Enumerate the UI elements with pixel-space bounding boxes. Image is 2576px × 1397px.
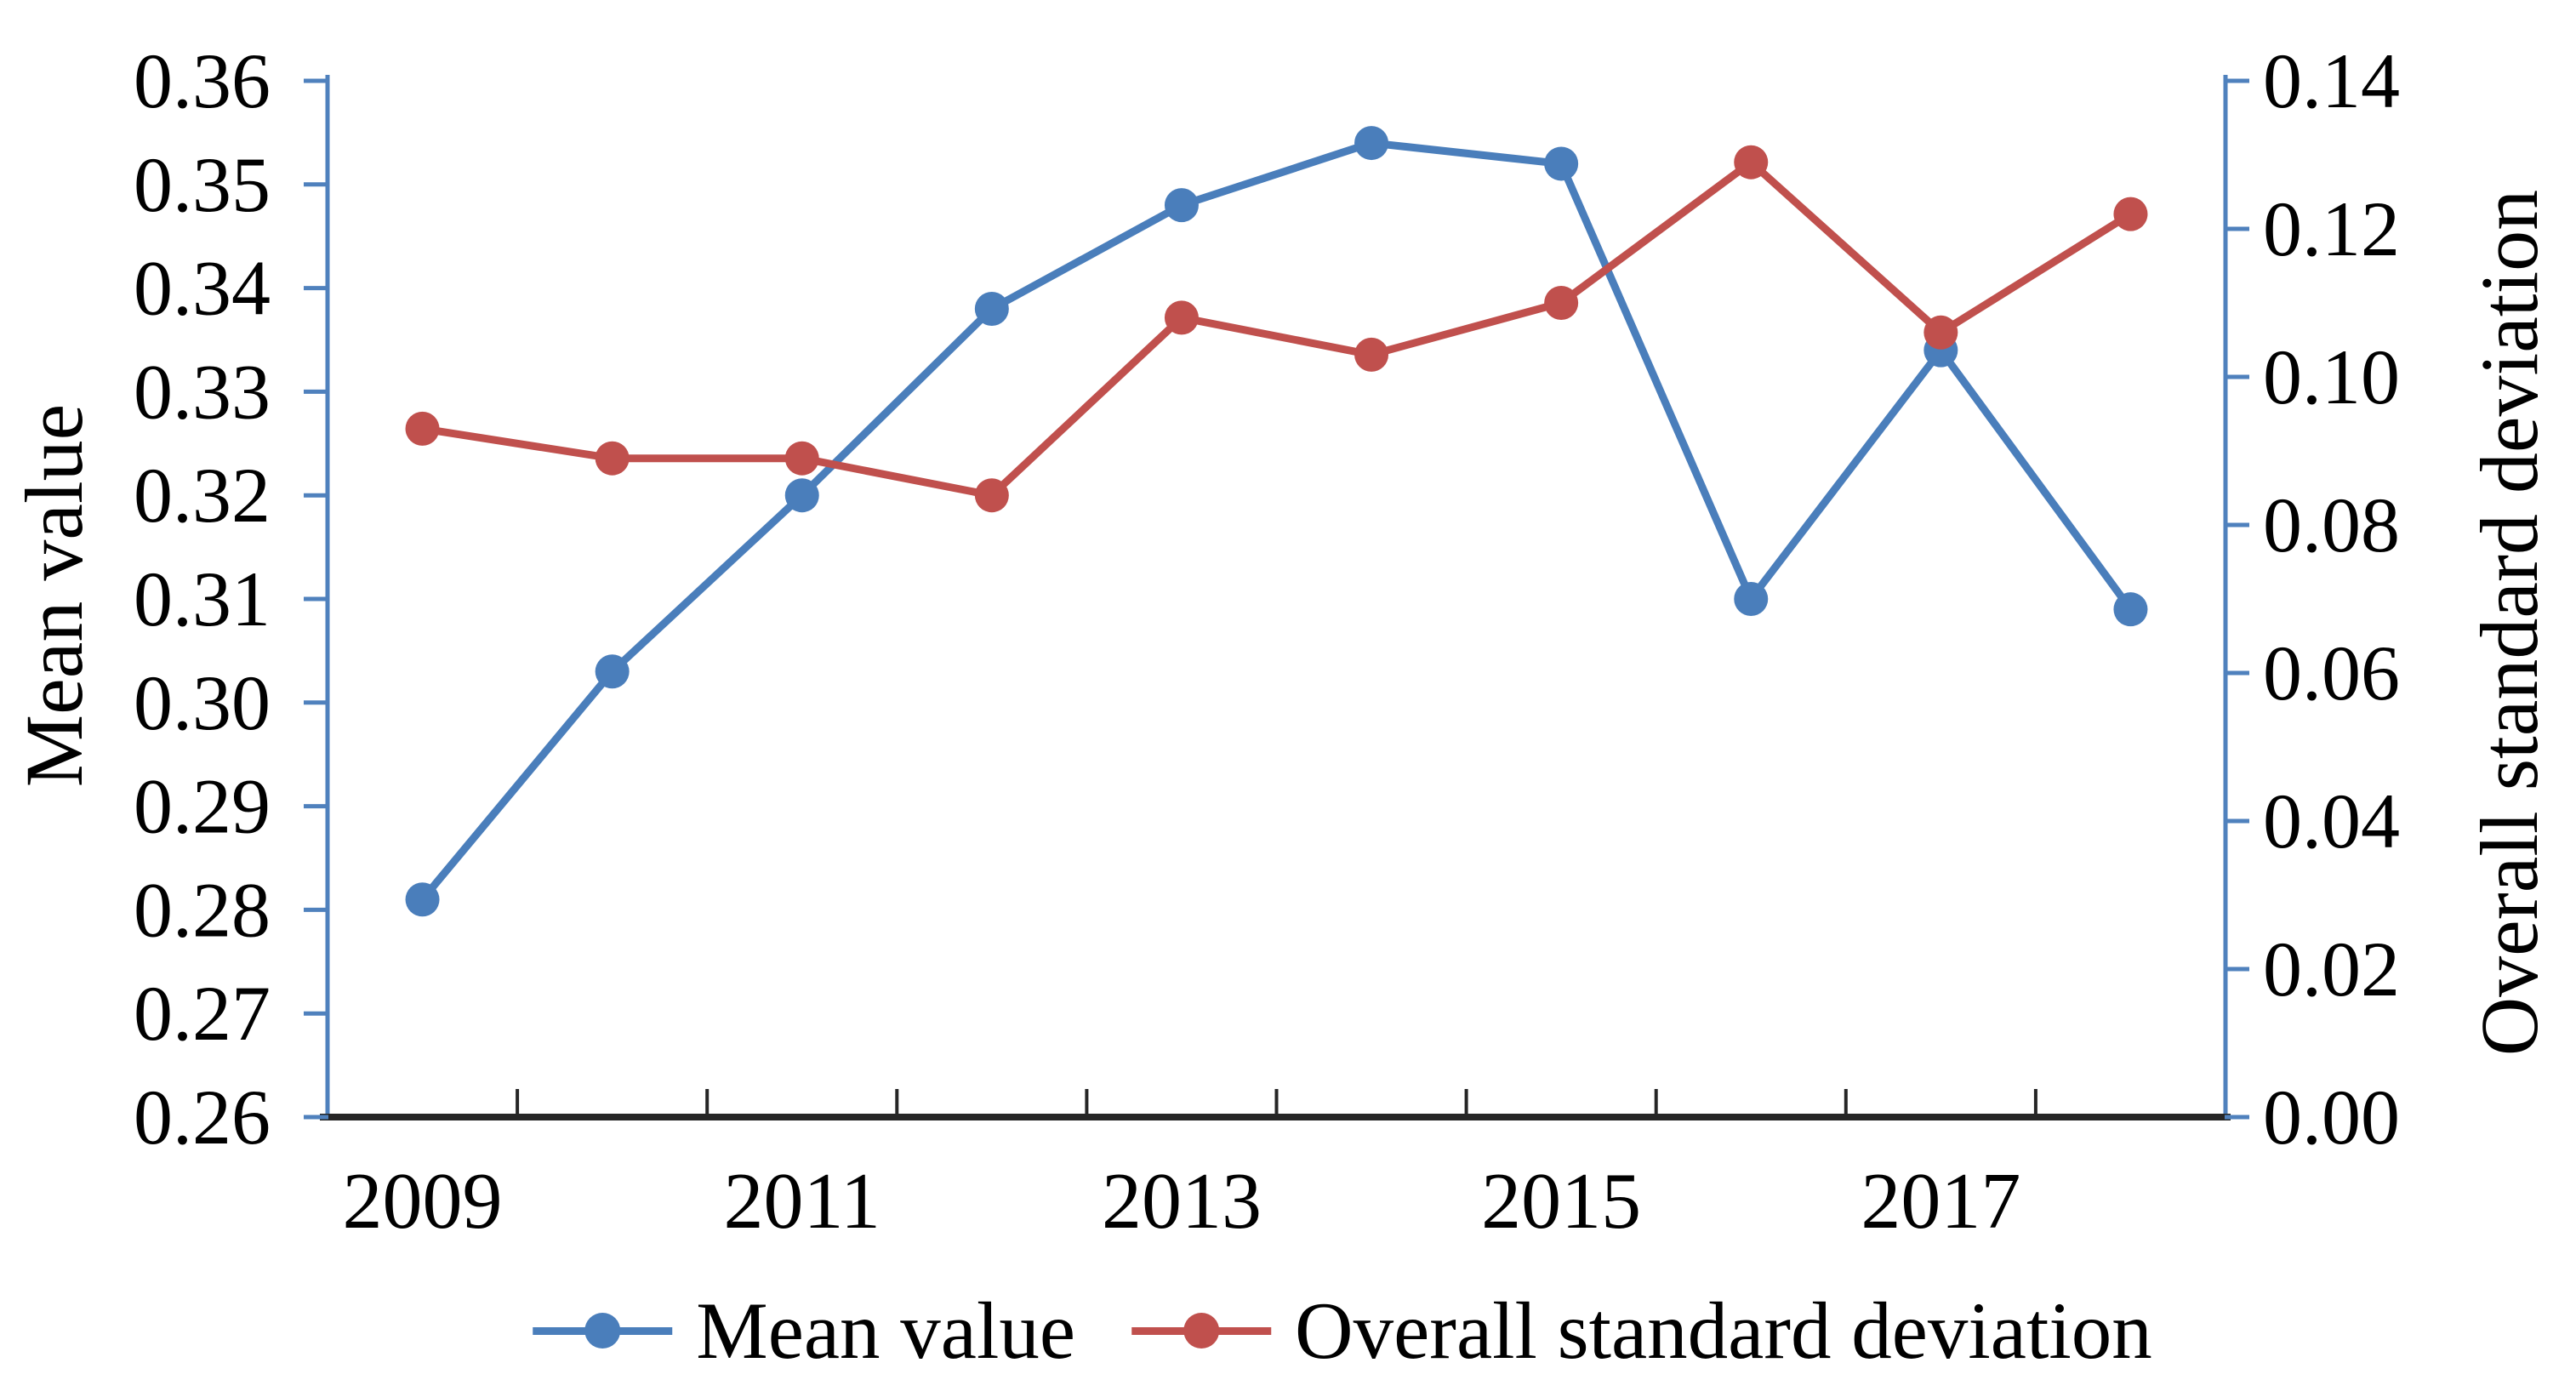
legend-item-overall-standard-deviation: Overall standard deviation [1131,1286,2152,1376]
right-axis-tick-label: 0.06 [2263,630,2400,716]
x-axis-tick-label: 2009 [343,1157,503,1246]
right-axis-tick-label: 0.00 [2263,1074,2400,1160]
data-point-mean-value-2016 [1734,582,1769,616]
data-point-mean-value-2011 [784,478,819,513]
x-axis-tick-label: 2017 [1861,1157,2020,1246]
data-point-overall-standard-deviation-2011 [784,441,819,476]
legend-item-mean-value: Mean value [533,1286,1075,1376]
left-axis-tick-label: 0.33 [134,348,271,435]
left-axis-tick-label: 0.27 [134,970,271,1057]
data-point-overall-standard-deviation-2018 [2113,197,2148,231]
left-axis-tick-label: 0.30 [134,659,271,746]
data-point-overall-standard-deviation-2009 [405,411,440,446]
data-point-mean-value-2012 [974,291,1009,326]
left-axis-tick-label: 0.31 [134,556,271,642]
legend-marker-mean-value [533,1326,673,1335]
right-axis-tick-label: 0.14 [2263,37,2400,124]
data-point-mean-value-2010 [595,654,630,689]
right-axis-tick-label: 0.04 [2263,778,2400,864]
left-axis-tick-label: 0.29 [134,763,271,850]
right-axis-tick-label: 0.02 [2263,926,2400,1012]
legend-marker-overall-standard-deviation [1131,1326,1272,1335]
data-point-overall-standard-deviation-2012 [974,478,1009,513]
left-axis-tick-label: 0.34 [134,245,271,332]
legend-label-overall-standard-deviation: Overall standard deviation [1295,1286,2152,1376]
left-axis-tick-label: 0.36 [134,37,271,124]
data-point-overall-standard-deviation-2010 [595,441,630,476]
right-axis-tick-label: 0.08 [2263,482,2400,568]
right-axis-title: Overall standard deviation [2464,189,2555,1057]
data-point-mean-value-2014 [1354,126,1389,161]
data-point-overall-standard-deviation-2017 [1923,315,1958,350]
x-axis-tick-label: 2015 [1481,1157,1641,1246]
right-axis-tick-label: 0.10 [2263,334,2400,420]
data-point-overall-standard-deviation-2014 [1354,337,1389,372]
left-axis-tick-label: 0.32 [134,452,271,539]
legend: Mean value Overall standard deviation [533,1286,2152,1376]
left-axis-tick-label: 0.28 [134,866,271,953]
data-point-mean-value-2009 [405,882,440,917]
x-axis-tick-label: 2013 [1102,1157,1262,1246]
left-axis-tick-label: 0.35 [134,141,271,228]
data-point-overall-standard-deviation-2016 [1734,145,1769,180]
data-point-mean-value-2015 [1544,146,1579,181]
data-point-overall-standard-deviation-2013 [1164,300,1199,335]
series-line-mean-value [419,139,2134,904]
left-axis-title: Mean value [9,403,100,788]
x-axis-tick-label: 2011 [723,1157,881,1246]
data-point-mean-value-2018 [2113,592,2148,627]
data-point-mean-value-2013 [1164,188,1199,223]
legend-label-mean-value: Mean value [696,1286,1076,1376]
left-axis-tick-label: 0.26 [134,1074,271,1160]
data-point-overall-standard-deviation-2015 [1544,286,1579,320]
series-line-overall-standard-deviation [419,158,2134,499]
right-axis-tick-label: 0.12 [2263,185,2400,272]
